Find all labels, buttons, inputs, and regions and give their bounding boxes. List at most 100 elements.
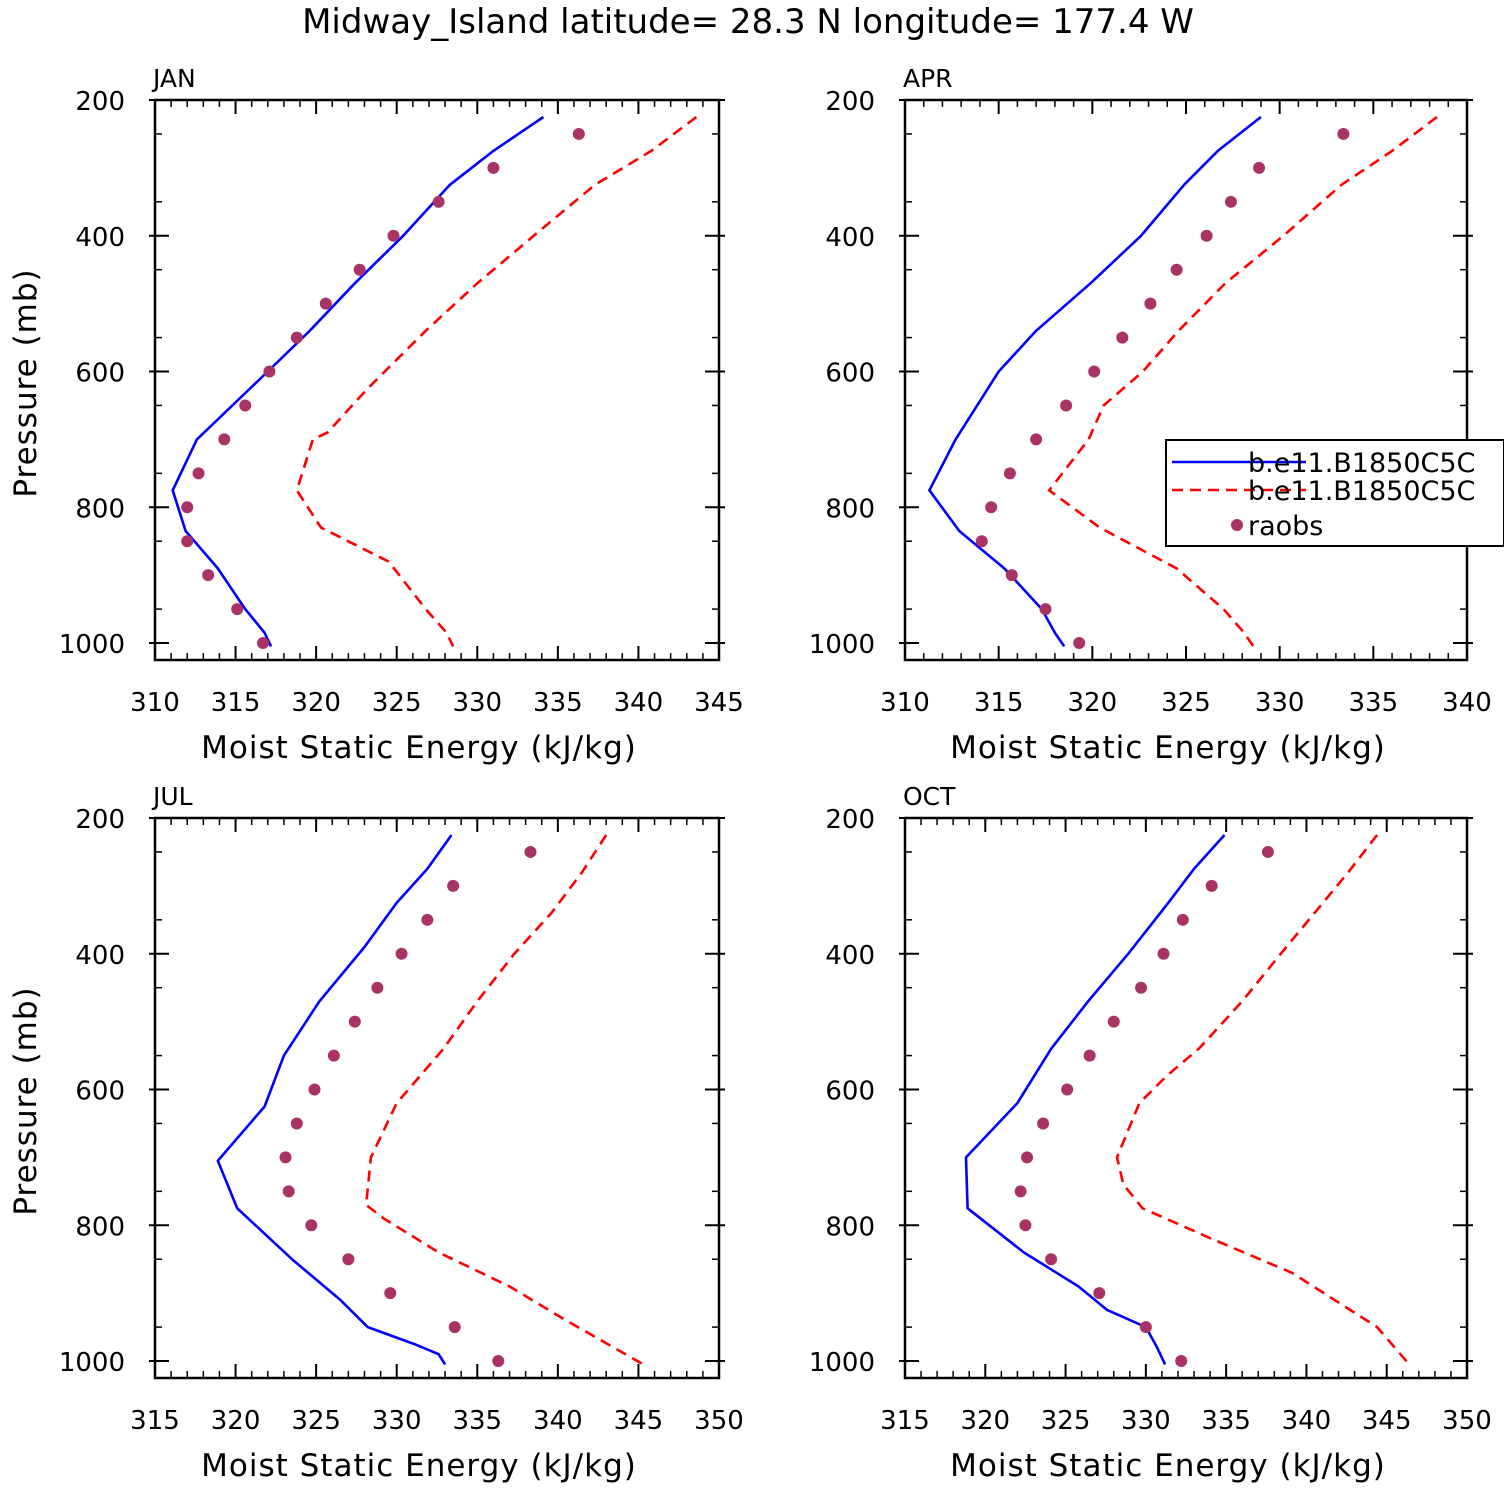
- y-tick-label: 600: [75, 359, 125, 389]
- legend-label: b.e11.B1850C5C: [1248, 476, 1475, 507]
- y-tick-label: 800: [825, 1212, 875, 1242]
- x-tick-label: 335: [452, 1406, 502, 1436]
- y-axis: 200 400 600 800 1000: [59, 87, 725, 660]
- y-tick-label: 1000: [809, 630, 875, 660]
- panel-oct: OCT 315 320 325 330 335 340 345 350 Moist Static …: [809, 782, 1492, 1484]
- data-point: [1253, 161, 1266, 174]
- data-point: [1200, 229, 1213, 242]
- y-tick-label: 1000: [809, 1348, 875, 1378]
- data-point: [492, 1355, 505, 1368]
- data-point: [1139, 1321, 1152, 1334]
- data-point: [1116, 331, 1129, 344]
- data-point: [1019, 1219, 1032, 1232]
- x-tick-label: 340: [533, 1406, 583, 1436]
- data-point: [447, 879, 460, 892]
- data-point: [353, 263, 366, 276]
- figure-title: Midway_Island latitude= 28.3 N longitude…: [302, 2, 1194, 42]
- data-point: [181, 535, 194, 548]
- plot-frame: [153, 816, 721, 1380]
- y-tick-label: 600: [825, 1077, 875, 1107]
- data-point: [975, 535, 988, 548]
- series-line: [171, 115, 545, 647]
- plot-frame: [903, 816, 1469, 1380]
- x-tick-label: 320: [1068, 688, 1118, 718]
- series-line: [1115, 834, 1411, 1366]
- x-tick-label: 310: [880, 688, 930, 718]
- data-point: [1083, 1049, 1096, 1062]
- data-point: [218, 433, 231, 446]
- y-axis: 200 400 600 800 1000: [809, 805, 1473, 1378]
- y-tick-label: 1000: [59, 630, 125, 660]
- legend-marker: [1231, 519, 1243, 531]
- data-point: [1005, 569, 1018, 582]
- x-axis-label: Moist Static Energy (kJ/kg): [201, 1448, 637, 1484]
- data-point: [1073, 637, 1086, 650]
- data-point: [384, 1287, 397, 1300]
- x-tick-label: 315: [130, 1406, 180, 1436]
- x-tick-label: 315: [974, 688, 1024, 718]
- x-tick-label: 340: [1282, 1406, 1332, 1436]
- series-solid-model: [964, 834, 1226, 1365]
- y-tick-label: 400: [75, 941, 125, 971]
- x-tick-label: 325: [291, 1406, 341, 1436]
- data-point: [256, 637, 269, 650]
- data-point: [1135, 981, 1148, 994]
- data-point: [1157, 947, 1170, 960]
- panel-title: OCT: [903, 782, 956, 811]
- data-point: [181, 501, 194, 514]
- series-solid-model: [928, 115, 1262, 648]
- x-tick-label: 345: [694, 688, 744, 718]
- series-solid-model: [216, 834, 453, 1366]
- series-solid-model: [171, 115, 545, 647]
- series-dashed-model: [364, 834, 644, 1366]
- panel-title: APR: [903, 64, 953, 93]
- legend-box: [1165, 439, 1504, 547]
- x-tick-label: 335: [1201, 1406, 1251, 1436]
- x-tick-label: 340: [614, 688, 664, 718]
- data-point: [202, 569, 215, 582]
- series-dot-raobs: [181, 127, 585, 650]
- panel-title: JUL: [151, 782, 193, 811]
- data-point: [1205, 879, 1218, 892]
- data-point: [1037, 1117, 1050, 1130]
- data-point: [192, 467, 205, 480]
- y-axis: 200 400 600 800 1000: [809, 87, 1473, 660]
- data-point: [1014, 1185, 1027, 1198]
- x-tick-label: 325: [1161, 688, 1211, 718]
- series-dashed-model: [1047, 115, 1438, 648]
- x-tick-label: 325: [1041, 1406, 1091, 1436]
- y-tick-label: 600: [75, 1077, 125, 1107]
- y-tick-label: 200: [825, 805, 875, 835]
- x-tick-label: 320: [291, 688, 341, 718]
- series-dashed-model: [295, 115, 698, 647]
- data-point: [1093, 1287, 1106, 1300]
- data-point: [1021, 1151, 1034, 1164]
- data-point: [1030, 433, 1043, 446]
- series-line: [364, 834, 644, 1366]
- series-line: [928, 115, 1262, 648]
- data-point: [1061, 1083, 1074, 1096]
- y-axis: 200 400 600 800 1000: [59, 805, 725, 1378]
- x-tick-label: 315: [880, 1406, 930, 1436]
- series-dot-raobs: [975, 127, 1350, 650]
- data-point: [308, 1083, 321, 1096]
- data-point: [1088, 365, 1101, 378]
- x-axis-label: Moist Static Energy (kJ/kg): [950, 1448, 1386, 1484]
- data-point: [348, 1015, 361, 1028]
- x-tick-label: 335: [1349, 688, 1399, 718]
- x-tick-label: 335: [533, 688, 583, 718]
- y-axis-label: Pressure (mb): [8, 986, 44, 1215]
- x-axis: 315 320 325 330 335 340 345 350: [880, 818, 1492, 1436]
- x-axis: 310 315 320 325 330 335 340: [880, 100, 1492, 718]
- data-point: [1175, 1355, 1188, 1368]
- panel-title: JAN: [151, 64, 196, 93]
- y-tick-label: 800: [825, 494, 875, 524]
- data-point: [1337, 127, 1350, 140]
- x-tick-label: 345: [1362, 1406, 1412, 1436]
- y-tick-label: 400: [825, 223, 875, 253]
- series-line: [1047, 115, 1438, 648]
- x-tick-label: 350: [1442, 1406, 1492, 1436]
- data-point: [231, 603, 244, 616]
- panel-apr: APR 310 315 320 325 330 335 340 Moist Static Ene…: [809, 64, 1492, 766]
